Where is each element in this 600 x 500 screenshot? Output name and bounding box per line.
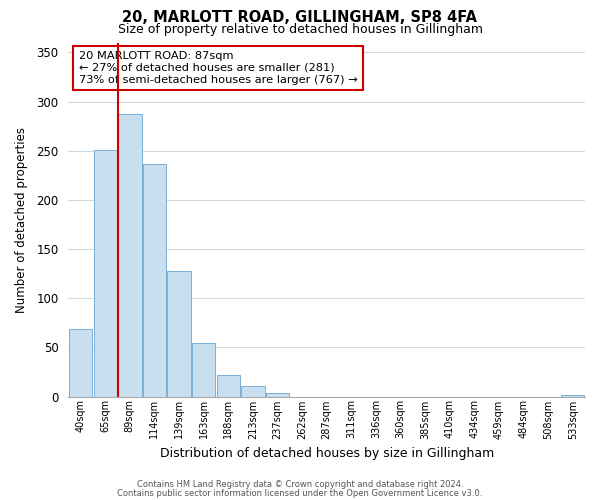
Bar: [69, 328, 92, 396]
Bar: [266, 392, 289, 396]
Bar: [94, 150, 117, 396]
Text: Size of property relative to detached houses in Gillingham: Size of property relative to detached ho…: [118, 22, 482, 36]
Text: 20 MARLOTT ROAD: 87sqm
← 27% of detached houses are smaller (281)
73% of semi-de: 20 MARLOTT ROAD: 87sqm ← 27% of detached…: [79, 52, 357, 84]
X-axis label: Distribution of detached houses by size in Gillingham: Distribution of detached houses by size …: [160, 447, 494, 460]
Bar: [241, 386, 265, 396]
Bar: [118, 114, 142, 396]
Text: Contains public sector information licensed under the Open Government Licence v3: Contains public sector information licen…: [118, 488, 482, 498]
Bar: [192, 344, 215, 396]
Bar: [143, 164, 166, 396]
Text: Contains HM Land Registry data © Crown copyright and database right 2024.: Contains HM Land Registry data © Crown c…: [137, 480, 463, 489]
Y-axis label: Number of detached properties: Number of detached properties: [15, 126, 28, 312]
Bar: [561, 394, 584, 396]
Bar: [167, 270, 191, 396]
Bar: [217, 375, 240, 396]
Text: 20, MARLOTT ROAD, GILLINGHAM, SP8 4FA: 20, MARLOTT ROAD, GILLINGHAM, SP8 4FA: [122, 10, 478, 25]
